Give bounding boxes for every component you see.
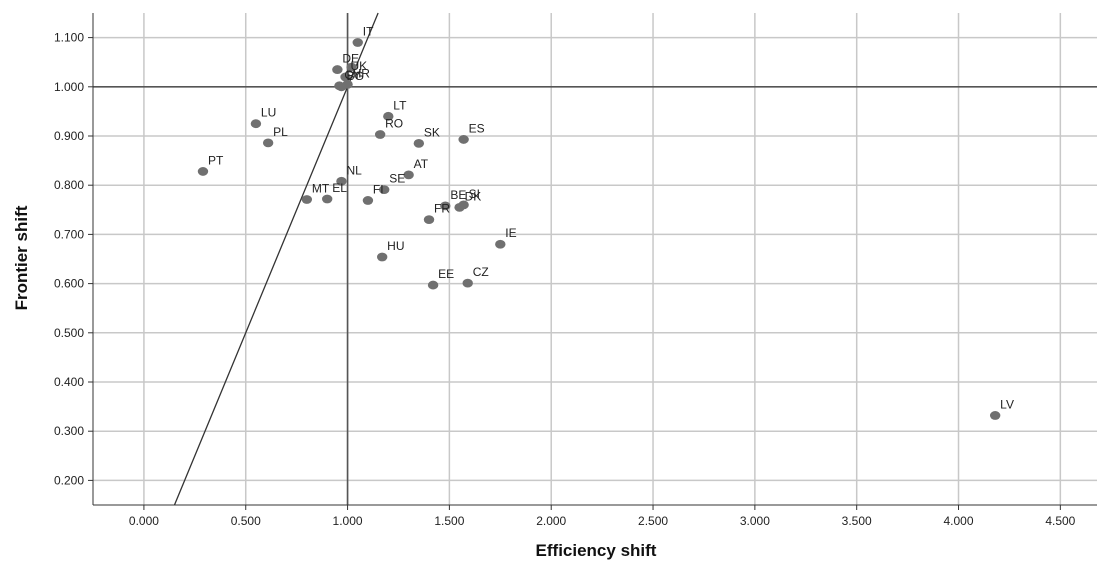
y-tick-label: 0.900 [54,129,84,143]
x-tick-label: 2.500 [638,514,668,528]
data-point [336,176,347,186]
x-tick-label: 4.500 [1045,514,1075,528]
y-tick-label: 0.200 [54,473,84,487]
diagonal-reference-line [173,12,379,506]
data-point [197,167,209,176]
data-point [332,65,343,74]
y-tick-label: 0.600 [54,277,84,291]
point-label: BG [346,69,363,83]
point-label: MT [312,181,330,195]
y-tick-label: 1.100 [54,31,84,45]
data-point [495,239,506,249]
point-label: EE [438,267,454,281]
x-tick-label: 3.500 [842,514,872,528]
point-label: ES [469,121,485,135]
point-label: SE [389,172,405,186]
point-label: AT [414,157,429,171]
data-point [374,130,386,139]
x-tick-label: 3.000 [740,514,770,528]
data-point [250,119,262,129]
data-point [383,111,394,121]
point-label: NL [346,163,362,177]
y-tick-label: 0.400 [54,375,84,389]
data-point [989,411,1001,420]
x-tick-label: 2.000 [536,514,566,528]
data-point [342,79,353,89]
data-point [362,196,374,205]
point-label: RO [385,117,403,131]
y-tick-label: 0.300 [54,424,84,438]
data-point [376,252,388,262]
point-label: PL [273,125,288,139]
point-label: DK [465,189,482,203]
point-label: EL [332,181,347,195]
y-axis-title: Frontier shift [12,205,31,310]
reference-lines [93,12,1097,506]
data-point [427,280,439,290]
x-tick-label: 1.500 [434,514,464,528]
x-axis-title: Efficiency shift [536,541,657,560]
point-label: SI [469,187,480,201]
data-point [413,138,425,148]
grid-lines [93,13,1097,505]
point-label: FR [434,202,450,216]
data-point [454,202,465,212]
point-label: LV [1000,397,1014,411]
data-point [423,215,435,225]
y-tick-label: 0.800 [54,178,84,192]
data-point [340,72,351,82]
x-tick-label: 0.500 [231,514,261,528]
data-point [352,38,363,47]
point-label: IT [363,25,374,39]
data-point [403,170,414,180]
data-point [458,135,469,144]
x-tick-label: 1.000 [333,514,363,528]
y-tick-labels: 0.200 0.300 0.400 0.500 0.600 0.700 0.800 0.900… [54,31,84,488]
point-label: SK [424,125,440,139]
x-tick-label: 4.000 [944,514,974,528]
y-tick-label: 0.700 [54,227,84,241]
data-point [262,138,274,148]
data-point [321,194,333,204]
point-label: PT [208,153,224,167]
point-label: CZ [473,265,489,279]
y-tick-label: 1.000 [54,80,84,94]
point-label: UK [351,59,368,73]
y-tick-label: 0.500 [54,326,84,340]
data-point [379,185,390,195]
point-label: HU [387,239,404,253]
data-point [301,195,313,204]
x-tick-labels: 0.000 0.500 1.000 1.500 2.000 2.500 3.000 3.500… [129,514,1076,528]
x-tick-label: 0.000 [129,514,159,528]
data-points [197,38,1001,420]
point-label: DE [342,52,359,66]
point-label: FI [373,182,384,196]
point-label: HR [353,66,371,80]
point-label: CY [344,68,361,82]
point-label: LT [393,98,407,112]
point-label: LU [261,106,276,120]
data-point [462,278,473,288]
point-label: IE [505,226,516,240]
data-point [440,201,451,211]
data-point [346,62,357,72]
axes [88,13,1097,510]
point-label: BE [450,188,466,202]
